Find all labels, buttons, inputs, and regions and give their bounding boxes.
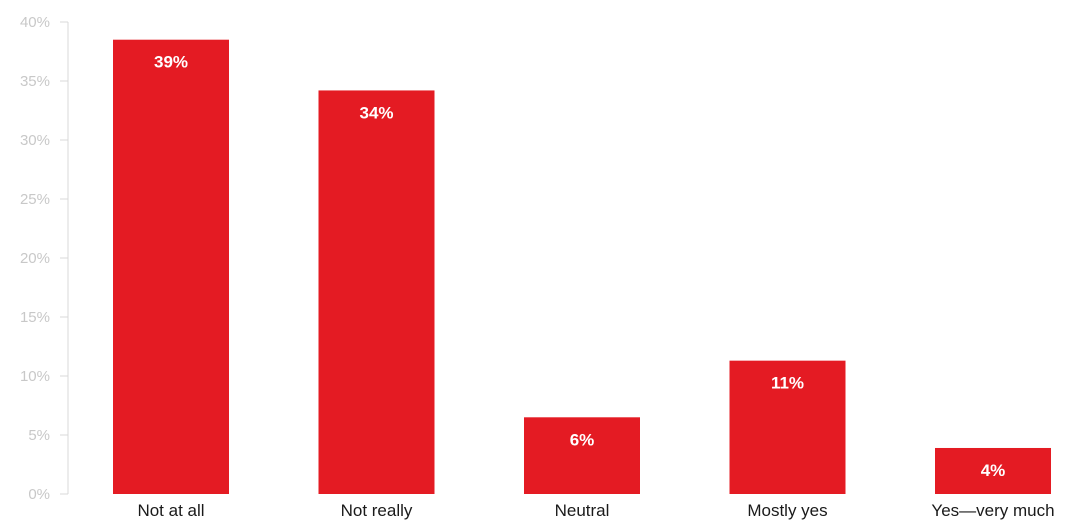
x-tick-label: Not at all [137,501,204,520]
bar [729,360,846,494]
y-axis: 0% 5% 10% 15% 20% 25% 30% 35% 40% [20,14,69,503]
y-tick-label: 15% [20,309,50,326]
y-tick-label: 30% [20,132,50,149]
y-tick-label: 35% [20,73,50,90]
bar [524,417,640,494]
bar [113,39,229,494]
y-tick-label: 20% [20,250,50,267]
x-tick-label: Not really [341,501,413,520]
bar [318,90,435,494]
data-label: 4% [981,461,1006,480]
x-tick-label: Neutral [555,501,610,520]
data-label: 6% [570,430,595,449]
y-tick-label: 25% [20,191,50,208]
y-tick-label: 0% [28,486,50,503]
x-tick-label: Mostly yes [747,501,827,520]
data-label: 39% [154,53,188,72]
y-tick-label: 5% [28,427,50,444]
y-tick-label: 40% [20,14,50,31]
bar [935,447,1051,494]
data-label: 11% [771,374,804,393]
x-tick-label: Yes—very much [931,501,1054,520]
data-label: 34% [359,103,393,122]
bar-series: 39% 34% 6% 11% 4% [113,39,1051,494]
y-tick-label: 10% [20,368,50,385]
x-axis: Not at all Not really Neutral Mostly yes Yes… [137,501,1054,520]
